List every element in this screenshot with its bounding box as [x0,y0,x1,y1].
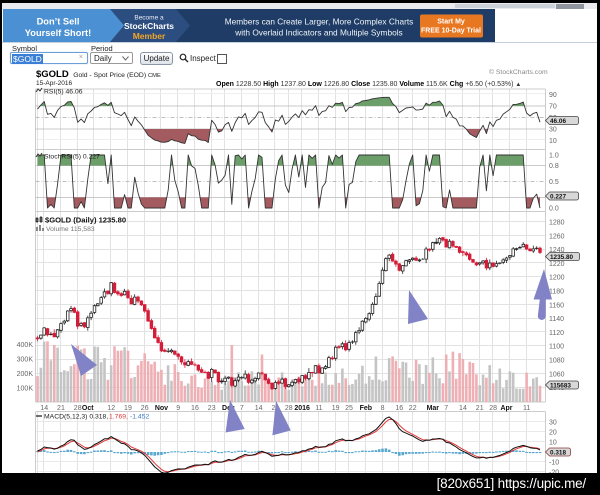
svg-text:8: 8 [381,405,385,412]
svg-text:-10: -10 [549,460,559,467]
svg-text:1160: 1160 [549,302,564,309]
svg-text:14: 14 [40,405,48,412]
svg-text:26: 26 [141,405,149,412]
svg-text:1060: 1060 [549,371,565,378]
svg-text:28: 28 [74,405,82,412]
svg-text:16: 16 [395,405,403,412]
svg-text:1235.80: 1235.80 [550,254,574,261]
svg-text:400K: 400K [17,342,34,349]
svg-text:115683: 115683 [550,383,571,390]
svg-text:23: 23 [208,405,216,412]
svg-text:1120: 1120 [549,330,564,337]
svg-text:11: 11 [523,405,530,412]
svg-text:10: 10 [549,440,557,447]
svg-text:30: 30 [549,127,557,134]
svg-text:0.227: 0.227 [550,194,566,201]
svg-text:1200: 1200 [549,275,565,282]
svg-text:10: 10 [549,138,557,145]
svg-text:14: 14 [459,405,467,412]
svg-text:Volume 115,583: Volume 115,583 [46,226,95,233]
svg-text:19: 19 [332,405,340,412]
svg-text:1.0: 1.0 [549,153,559,160]
svg-text:RSI(5) 46.06: RSI(5) 46.06 [44,89,83,96]
svg-text:100K: 100K [17,385,34,392]
svg-text:2016: 2016 [294,405,310,412]
svg-text:0.8: 0.8 [549,163,559,170]
svg-text:200K: 200K [17,371,34,378]
svg-text:1240: 1240 [549,247,565,254]
svg-text:28: 28 [489,405,497,412]
svg-text:1.769,: 1.769, [109,414,128,421]
svg-text:Dec: Dec [222,405,235,412]
svg-text:Feb: Feb [360,405,372,412]
svg-text:Nov: Nov [155,405,168,412]
svg-text:21: 21 [476,405,484,412]
svg-text:1260: 1260 [549,233,565,240]
svg-text:1180: 1180 [549,289,564,296]
svg-text:7: 7 [240,405,244,412]
svg-text:-1.452: -1.452 [130,414,149,421]
svg-text:MACD(5,12,3) 0.318,: MACD(5,12,3) 0.318, [44,414,108,421]
svg-text:22: 22 [409,405,417,412]
svg-text:Don’t Sell: Don’t Sell [37,17,80,27]
svg-text:25: 25 [345,405,353,412]
svg-text:Oct: Oct [82,405,94,412]
svg-text:46.06: 46.06 [550,118,566,125]
svg-text:1280: 1280 [549,220,565,227]
svg-text:Apr: Apr [500,405,512,412]
svg-text:19: 19 [124,405,132,412]
svg-text:14: 14 [255,405,263,412]
svg-text:300K: 300K [17,356,34,363]
svg-text:12: 12 [107,405,115,412]
svg-text:9: 9 [176,405,180,412]
svg-text:90: 90 [549,92,557,99]
svg-text:FREE 10-Day Trial: FREE 10-Day Trial [421,28,481,35]
svg-text:1080: 1080 [549,358,565,365]
svg-text:11: 11 [315,405,322,412]
svg-text:0.5: 0.5 [549,179,559,186]
svg-text:16: 16 [191,405,199,412]
svg-text:StockCharts: StockCharts [124,21,174,31]
svg-text:28: 28 [285,405,293,412]
svg-text:7: 7 [444,405,448,412]
svg-text:$GOLD (Daily) 1235.80: $GOLD (Daily) 1235.80 [45,216,126,225]
svg-text:1220: 1220 [549,261,565,268]
svg-text:Members can Create Larger, Mor: Members can Create Larger, More Complex … [225,17,414,27]
svg-text:70: 70 [549,104,557,111]
svg-text:30: 30 [549,420,557,427]
svg-text:21: 21 [57,405,65,412]
svg-text:Start My: Start My [437,19,465,26]
svg-text:Member: Member [133,31,166,41]
svg-text:Mar: Mar [427,405,440,412]
svg-text:StochRSI(5) 0.227: StochRSI(5) 0.227 [44,154,100,161]
svg-text:0.0: 0.0 [549,206,559,213]
svg-text:Yourself Short!: Yourself Short! [25,28,91,38]
svg-text:1100: 1100 [549,344,564,351]
svg-text:0.318: 0.318 [550,450,566,457]
svg-text:20: 20 [549,430,557,437]
svg-text:with Overlaid Indicators and M: with Overlaid Indicators and Multiple Sy… [234,28,402,38]
svg-text:1140: 1140 [549,316,564,323]
svg-text:Become a: Become a [134,15,164,22]
